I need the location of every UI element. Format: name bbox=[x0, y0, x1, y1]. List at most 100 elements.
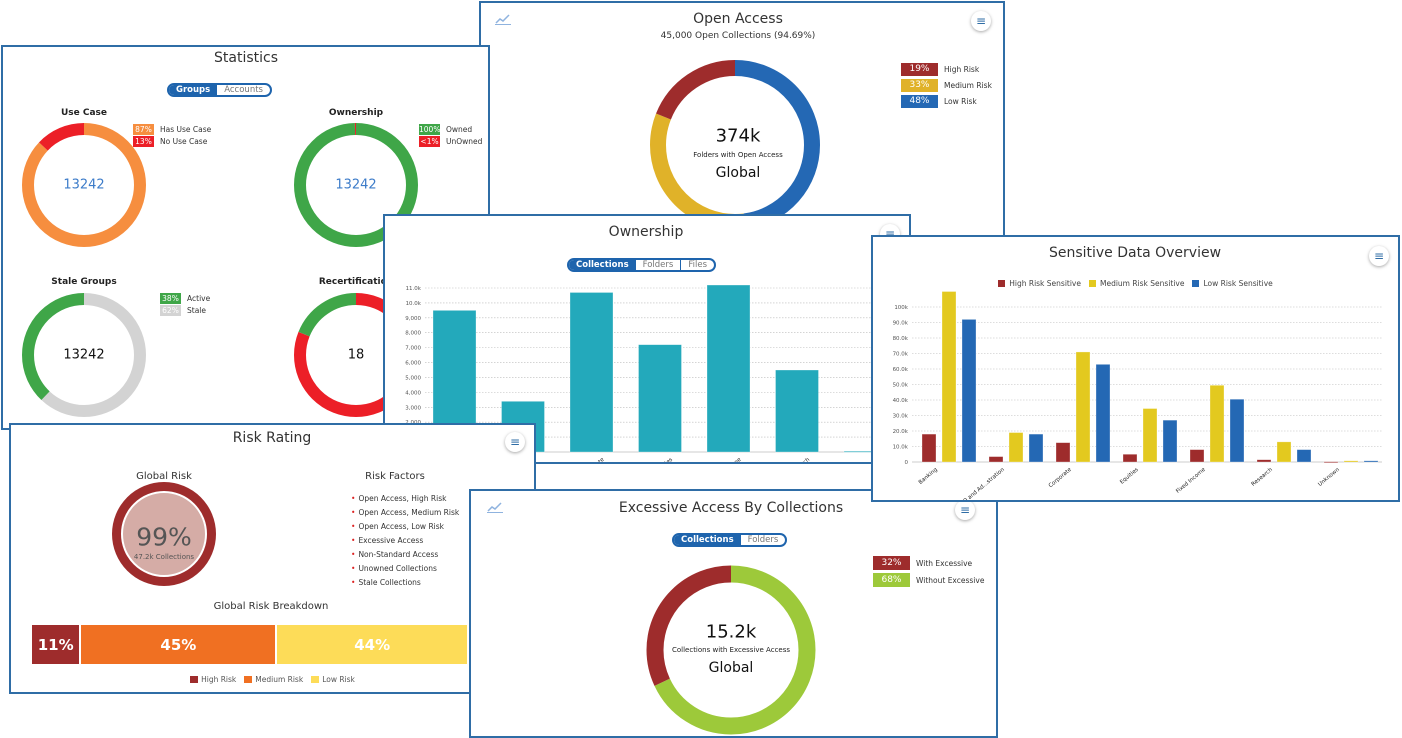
risk-factor-item: Open Access, High Risk bbox=[351, 494, 446, 503]
bar[interactable] bbox=[1189, 449, 1205, 463]
legend-label: No Use Case bbox=[160, 137, 208, 146]
y-tick-label: 90.0k bbox=[893, 321, 909, 327]
x-tick-label: Fixed Income bbox=[711, 457, 743, 464]
bar[interactable] bbox=[1075, 351, 1091, 463]
bar[interactable] bbox=[706, 284, 751, 453]
bar[interactable] bbox=[638, 344, 682, 453]
sensitive-bar-chart: 0 10.0k 20.0k 30.0k 40.0k 50.0k 60.0k 70.0k 80.0… bbox=[893, 291, 1382, 502]
y-tick-label: 0 bbox=[905, 460, 909, 466]
excessive-access-panel: Excessive Access By Collections ≡ Collec… bbox=[469, 489, 998, 738]
legend-item: 48% Low Risk bbox=[901, 95, 977, 108]
legend-label: Medium Risk bbox=[944, 81, 992, 90]
tab-folders[interactable]: Folders bbox=[747, 535, 779, 545]
open-access-subtitle: 45,000 Open Collections (94.69%) bbox=[660, 31, 816, 41]
bar[interactable] bbox=[1122, 453, 1138, 463]
y-tick-label: 3,000 bbox=[405, 405, 421, 411]
tab-accounts[interactable]: Accounts bbox=[224, 85, 263, 95]
hamburger-menu-icon[interactable]: ≡ bbox=[1369, 246, 1389, 266]
open-access-panel: Open Access 45,000 Open Collections (94.… bbox=[479, 1, 1005, 241]
bar[interactable] bbox=[961, 319, 977, 463]
bar[interactable] bbox=[1256, 459, 1272, 463]
open-access-value: 374k bbox=[715, 125, 761, 147]
risk-segment-high-risk[interactable]: 11% bbox=[32, 625, 80, 664]
bar[interactable] bbox=[1095, 364, 1111, 463]
bar[interactable] bbox=[1276, 441, 1292, 463]
bar[interactable] bbox=[1008, 432, 1024, 463]
bar[interactable] bbox=[988, 456, 1004, 463]
bar[interactable] bbox=[1343, 460, 1359, 463]
line-chart-icon[interactable] bbox=[487, 501, 503, 513]
hamburger-menu-icon[interactable]: ≡ bbox=[505, 432, 525, 452]
legend-item[interactable]: Medium Risk Sensitive bbox=[1088, 279, 1184, 288]
tab-groups[interactable]: Groups bbox=[169, 85, 218, 95]
tab-collections[interactable]: Collections bbox=[674, 535, 741, 545]
line-chart-icon[interactable] bbox=[495, 13, 511, 25]
sensitive-data-panel: Sensitive Data Overview ≡ High Risk Sens… bbox=[871, 235, 1400, 502]
legend-pct: 48% bbox=[901, 95, 938, 108]
bar[interactable] bbox=[775, 369, 819, 453]
y-tick-label: 8,000 bbox=[405, 331, 421, 337]
bar[interactable] bbox=[1028, 433, 1044, 463]
x-tick-label: Research bbox=[1251, 467, 1275, 488]
risk-factor-item: Open Access, Low Risk bbox=[351, 522, 444, 531]
tab-collections[interactable]: Collections bbox=[569, 260, 636, 270]
bar[interactable] bbox=[941, 291, 957, 463]
y-tick-label: 30.0k bbox=[893, 414, 909, 420]
y-tick-label: 60.0k bbox=[893, 367, 909, 373]
donut-segment bbox=[22, 123, 146, 247]
legend-pct: 13% bbox=[133, 136, 154, 147]
bar[interactable] bbox=[921, 433, 937, 463]
legend-label: UnOwned bbox=[446, 137, 483, 146]
x-tick-label: CEO and Ad...stration bbox=[957, 467, 1007, 502]
risk-rating-title: Risk Rating bbox=[232, 430, 312, 446]
legend-item: 68% Without Excessive bbox=[873, 573, 984, 587]
bar[interactable] bbox=[1055, 442, 1071, 463]
bar[interactable] bbox=[1363, 460, 1379, 463]
legend-label: Without Excessive bbox=[916, 575, 985, 585]
tab-files[interactable]: Files bbox=[680, 260, 714, 270]
legend-item[interactable]: High Risk Sensitive bbox=[998, 279, 1081, 288]
risk-breakdown-legend: High Risk Medium Risk Low Risk bbox=[11, 675, 534, 684]
bar[interactable] bbox=[1323, 461, 1339, 463]
risk-breakdown-bar: 11% 45% 44% bbox=[32, 625, 467, 664]
x-tick-label: Unknown bbox=[1317, 467, 1341, 488]
hamburger-menu-icon[interactable]: ≡ bbox=[971, 11, 991, 31]
bar[interactable] bbox=[569, 292, 614, 453]
y-tick-label: 6,000 bbox=[405, 361, 421, 367]
bar[interactable] bbox=[1142, 408, 1158, 463]
legend-item[interactable]: High Risk bbox=[190, 675, 236, 684]
open-access-title: Open Access bbox=[693, 11, 783, 27]
ownership-chart-title: Ownership bbox=[608, 224, 684, 240]
bar[interactable] bbox=[1296, 449, 1312, 463]
statistics-tabs: Groups Accounts bbox=[167, 83, 272, 97]
legend-swatch bbox=[1088, 280, 1096, 287]
legend-item: 13% No Use Case bbox=[133, 136, 207, 147]
global-risk-value: 99% bbox=[136, 522, 192, 552]
legend-item[interactable]: Low Risk bbox=[311, 675, 355, 684]
ownership-stat-title: Ownership bbox=[328, 108, 384, 118]
legend-label: High Risk bbox=[201, 675, 237, 684]
ownership-chart-panel: Ownership ≡ Collections Folders Files 2,… bbox=[383, 214, 911, 464]
y-tick-label: 7,000 bbox=[405, 346, 421, 352]
risk-segment-medium-risk[interactable]: 45% bbox=[79, 625, 276, 664]
ownership-value: 13242 bbox=[335, 177, 377, 193]
ownership-tabs: Collections Folders Files bbox=[567, 258, 716, 272]
bar[interactable] bbox=[1162, 419, 1178, 463]
hamburger-menu-icon[interactable]: ≡ bbox=[955, 500, 975, 520]
donut-segment bbox=[650, 60, 820, 230]
legend-label: Low Risk bbox=[322, 675, 355, 684]
risk-segment-low-risk[interactable]: 44% bbox=[275, 625, 467, 664]
y-tick-label: 10.0k bbox=[406, 301, 422, 307]
excessive-tabs: Collections Folders bbox=[672, 533, 788, 547]
tab-folders[interactable]: Folders bbox=[642, 260, 674, 270]
bar[interactable] bbox=[1209, 384, 1225, 463]
legend-item[interactable]: Medium Risk bbox=[244, 675, 303, 684]
legend-pct: 68% bbox=[873, 573, 910, 587]
legend-item: 100% Owned bbox=[419, 124, 472, 135]
excessive-access-title: Excessive Access By Collections bbox=[618, 500, 844, 516]
bar[interactable] bbox=[1229, 398, 1245, 463]
legend-item[interactable]: Low Risk Sensitive bbox=[1192, 279, 1273, 288]
ownership-donut bbox=[294, 123, 418, 247]
legend-label: Low Risk bbox=[944, 97, 977, 106]
global-risk-gauge bbox=[112, 482, 216, 586]
